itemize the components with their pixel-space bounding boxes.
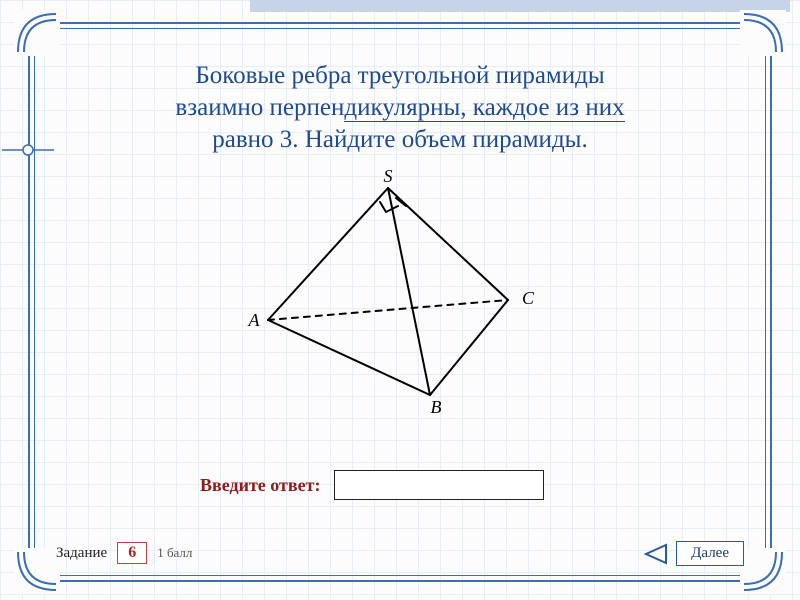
task-label: Задание [56, 545, 107, 562]
next-button[interactable]: Далее [676, 541, 744, 566]
answer-label: Введите ответ: [200, 475, 320, 496]
label-A: A [248, 310, 261, 330]
corner-tl [14, 10, 60, 56]
question-text: Боковые ребра треугольной пирамиды взаим… [60, 60, 740, 156]
corner-bl [14, 548, 60, 594]
task-number: 6 [117, 542, 147, 564]
q-line3: равно 3. Найдите объем пирамиды. [212, 126, 587, 153]
answer-input[interactable] [334, 470, 544, 500]
corner-br [740, 548, 786, 594]
footer: Задание 6 1 балл [56, 542, 192, 564]
side-ornament [2, 140, 54, 160]
score-label: 1 балл [157, 545, 192, 561]
top-band [250, 0, 790, 12]
next-group: Далее [642, 541, 744, 566]
label-S: S [384, 170, 393, 186]
prev-triangle-icon[interactable] [642, 543, 668, 565]
label-B: B [431, 397, 442, 417]
pyramid-diagram: S A B C [240, 170, 540, 420]
q-line2b: дикулярны, каждое из них [344, 94, 624, 122]
q-line1: Боковые ребра треугольной пирамиды [195, 62, 604, 89]
corner-tr [740, 10, 786, 56]
answer-row: Введите ответ: [200, 470, 544, 500]
label-C: C [522, 288, 535, 308]
q-line2a: взаимно перпен [175, 94, 344, 121]
